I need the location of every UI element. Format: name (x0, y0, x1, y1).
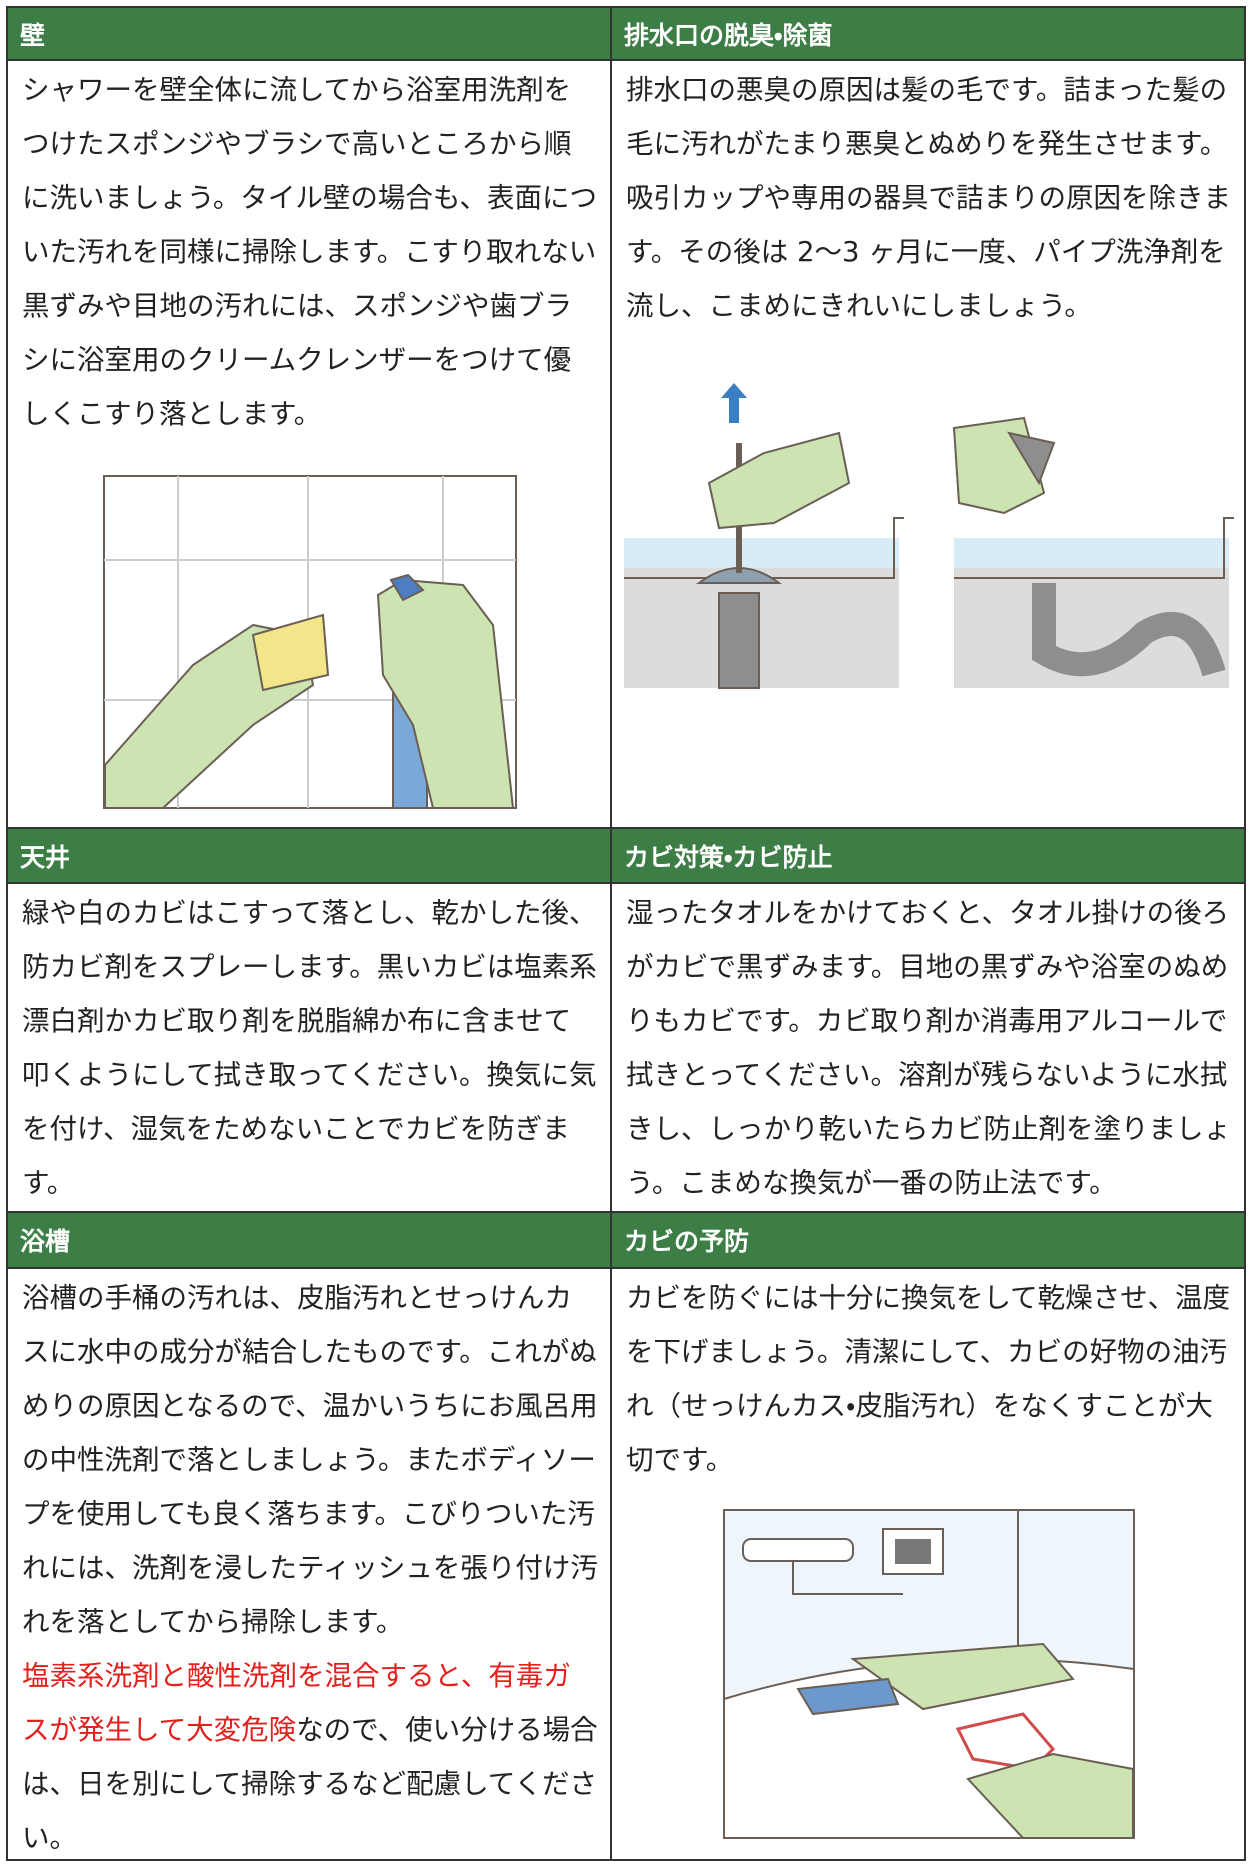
section-body: 排水口の悪臭の原因は髪の毛です。詰まった髪の毛に汚れがたまり悪臭とぬめりを発生さ… (612, 61, 1246, 829)
section-text: 緑や白のカビはこすって落とし、乾かした後、防カビ剤をスプレーします。黒いカビは塩… (22, 897, 597, 1199)
section-body: 緑や白のカビはこすって落とし、乾かした後、防カビ剤をスプレーします。黒いカビは塩… (8, 884, 612, 1213)
wall-illustration (103, 475, 517, 809)
section-body: カビを防ぐには十分に換気をして乾燥させ、温度を下げましょう。清潔にして、カビの好… (612, 1269, 1246, 1861)
section-title: 排水口の脱臭・除菌 (612, 8, 1246, 61)
warning-text: 塩素系洗剤と酸性洗剤を混合すると、有毒ガスが発生して大変危険 (22, 1660, 571, 1746)
section-text: 浴槽の手桶の汚れは、皮脂汚れとせっけんカスに水中の成分が結合したものです。これが… (22, 1282, 598, 1638)
section-text: 湿ったタオルをかけておくと、タオル掛けの後ろがカビで黒ずみます。目地の黒ずみや浴… (626, 897, 1231, 1199)
bathtub-illustration (723, 1509, 1135, 1839)
section-title: 天井 (8, 829, 612, 884)
section-body: 浴槽の手桶の汚れは、皮脂汚れとせっけんカスに水中の成分が結合したものです。これが… (8, 1269, 612, 1861)
section-text: カビを防ぐには十分に換気をして乾燥させ、温度を下げましょう。清潔にして、カビの好… (626, 1282, 1231, 1476)
section-title: カビの予防 (612, 1213, 1246, 1269)
section-title: 壁 (8, 8, 612, 61)
warning-tail: なので、使い分ける場合は、日を別にして掃除するなど配慮してください。 (22, 1714, 598, 1854)
drain-illustration (624, 383, 1234, 689)
section-title: カビ対策・カビ防止 (612, 829, 1246, 884)
section-text: シャワーを壁全体に流してから浴室用洗剤をつけたスポンジやブラシで高いところから順… (22, 74, 598, 430)
cleaning-table: 壁 排水口の脱臭・除菌 シャワーを壁全体に流してから浴室用洗剤をつけたスポンジや… (6, 6, 1246, 1861)
section-body: シャワーを壁全体に流してから浴室用洗剤をつけたスポンジやブラシで高いところから順… (8, 61, 612, 829)
section-text: 排水口の悪臭の原因は髪の毛です。詰まった髪の毛に汚れがたまり悪臭とぬめりを発生さ… (626, 74, 1231, 322)
section-body: 湿ったタオルをかけておくと、タオル掛けの後ろがカビで黒ずみます。目地の黒ずみや浴… (612, 884, 1246, 1213)
section-title: 浴槽 (8, 1213, 612, 1269)
warning-paragraph: 塩素系洗剤と酸性洗剤を混合すると、有毒ガスが発生して大変危険なので、使い分ける場… (22, 1649, 598, 1865)
